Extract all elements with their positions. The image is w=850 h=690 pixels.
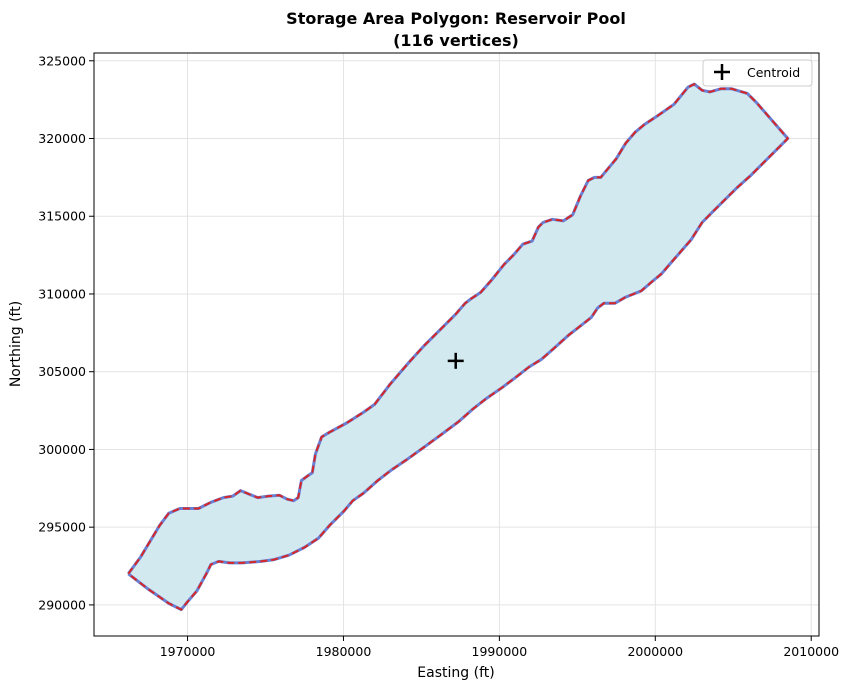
y-tick-label: 300000 [38, 442, 86, 457]
y-tick-label: 290000 [38, 597, 86, 612]
storage-area-boundary-dashed [127, 83, 789, 611]
legend: Centroid [702, 59, 813, 87]
y-tick-label: 305000 [38, 364, 86, 379]
x-tick-label: 1970000 [160, 644, 216, 659]
x-tick-label: 2000000 [627, 644, 683, 659]
grid [94, 53, 819, 636]
y-tick-label: 315000 [38, 209, 86, 224]
x-axis-label: Easting (ft) [417, 665, 494, 681]
y-tick-label: 325000 [38, 53, 86, 68]
x-tick-label: 1990000 [472, 644, 528, 659]
data-layer [127, 82, 790, 612]
y-tick-label: 295000 [38, 520, 86, 535]
x-tick-label: 1980000 [316, 644, 372, 659]
legend-box [702, 59, 813, 87]
y-tick-label: 310000 [38, 286, 86, 301]
y-axis-label: Northing (ft) [8, 301, 24, 387]
legend-centroid-label: Centroid [747, 65, 800, 80]
plot-frame [93, 52, 820, 637]
storage-area-fill [128, 84, 788, 610]
axis-ticks: 1970000 1980000 1990000 2000000 2010000 29000… [38, 53, 839, 659]
chart-title-line-2: (116 vertices) [393, 31, 519, 50]
x-tick-label: 2010000 [783, 644, 839, 659]
chart-title-line-1: Storage Area Polygon: Reservoir Pool [286, 9, 626, 28]
legend-centroid-marker [714, 64, 730, 80]
y-tick-label: 320000 [38, 131, 86, 146]
